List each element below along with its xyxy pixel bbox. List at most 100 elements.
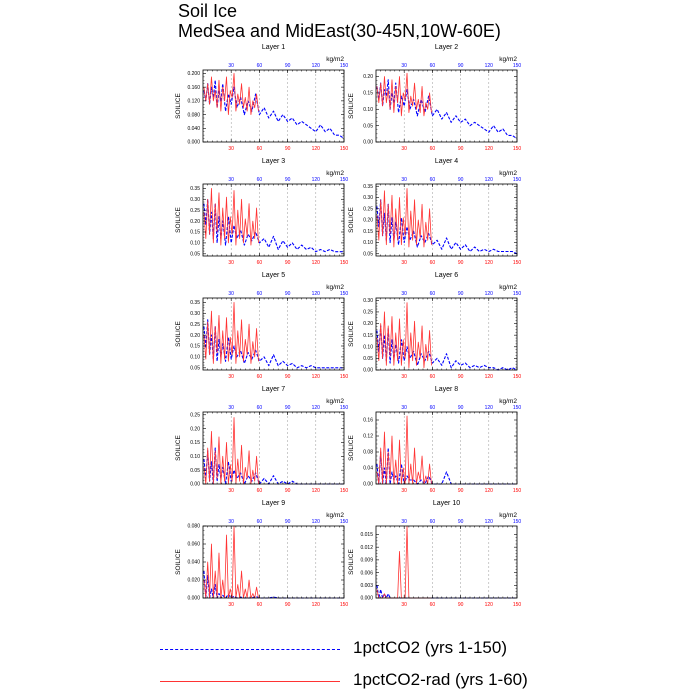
series-line-1pctco2 [376,79,518,140]
y-tick-label: 0.08 [363,450,373,456]
units-label: kg/m2 [499,512,517,519]
x-tick-label-bottom: 60 [430,602,436,608]
y-tick-label: 0.040 [187,560,200,566]
x-tick-label-bottom: 30 [228,374,234,380]
x-tick-label-bottom: 60 [257,602,263,608]
x-tick-label-top: 90 [458,291,464,297]
x-tick-label-top: 30 [228,63,234,69]
y-tick-label: 0.20 [363,218,373,224]
x-tick-label-bottom: 60 [257,146,263,152]
x-tick-label-bottom: 120 [485,488,494,494]
x-tick-label-top: 150 [340,291,349,297]
y-tick-label: 0.10 [363,240,373,246]
y-tick-label: 0.05 [190,366,200,372]
series-line-1pctco2-rad [203,301,259,364]
y-axis-label: SOILICE [348,435,355,461]
x-tick-label-bottom: 120 [312,602,321,608]
series-line-1pctco2 [203,319,344,369]
x-tick-label-bottom: 90 [285,374,291,380]
x-tick-label-top: 60 [257,63,263,69]
y-tick-label: 0.30 [363,195,373,201]
y-tick-label: 0.160 [187,85,200,91]
y-tick-label: 0.080 [187,524,200,530]
y-tick-label: 0.000 [360,596,373,602]
plot-frame [202,69,345,143]
y-tick-label: 0.25 [363,310,373,316]
x-tick-label-top: 90 [285,519,291,525]
panel-layer-10: Layer 10 kg/m2 SOILICE 30 30 60 60 90 90 120 120 15… [348,500,521,608]
x-tick-label-top: 60 [257,405,263,411]
x-tick-label-bottom: 30 [228,488,234,494]
x-tick-label-bottom: 150 [513,602,522,608]
x-tick-label-top: 120 [312,177,321,183]
x-tick-label-bottom: 120 [312,488,321,494]
y-tick-label: 0.006 [360,570,373,576]
x-tick-label-top: 90 [458,405,464,411]
x-tick-label-top: 30 [401,63,407,69]
x-tick-label-top: 150 [340,519,349,525]
y-tick-label: 0.015 [360,532,373,538]
panel-title: Layer 9 [262,500,285,507]
x-tick-label-top: 120 [312,519,321,525]
y-tick-label: 0.020 [187,578,200,584]
x-tick-label-top: 60 [257,177,263,183]
units-label: kg/m2 [326,170,344,177]
y-tick-label: 0.35 [190,300,200,306]
x-tick-label-top: 90 [285,405,291,411]
series-line-1pctco2-rad [376,415,432,485]
series-line-1pctco2-rad [203,525,259,599]
x-tick-label-top: 30 [228,177,234,183]
y-tick-label: 0.20 [363,321,373,327]
series-line-1pctco2-rad [376,302,432,369]
x-tick-label-bottom: 30 [401,488,407,494]
y-tick-label: 0.04 [363,466,373,472]
plot-frame [375,183,518,257]
x-tick-label-bottom: 90 [285,602,291,608]
y-tick-label: 0.05 [363,123,373,129]
legend-line-1pctco2-rad [160,681,340,682]
y-tick-label: 0.10 [190,241,200,247]
legend-line-1pctco2 [160,649,340,650]
x-tick-label-bottom: 90 [458,488,464,494]
series-line-1pctco2 [376,199,518,255]
panel-title: Layer 7 [262,386,285,393]
panel-title: Layer 3 [262,158,285,165]
page-subtitle: MedSea and MidEast(30-45N,10W-60E) [178,21,501,41]
x-tick-label-top: 60 [430,63,436,69]
x-tick-label-bottom: 30 [401,260,407,266]
x-tick-label-bottom: 90 [458,602,464,608]
x-tick-label-bottom: 120 [312,374,321,380]
y-tick-label: 0.120 [187,99,200,105]
y-tick-label: 0.000 [187,140,200,146]
y-tick-label: 0.20 [190,426,200,432]
x-tick-label-bottom: 60 [430,488,436,494]
x-tick-label-bottom: 60 [430,260,436,266]
panel-layer-4: Layer 4 kg/m2 SOILICE 30 30 60 60 90 90 120 120 150… [348,158,521,266]
x-tick-label-bottom: 150 [513,146,522,152]
y-tick-label: 0.15 [363,229,373,235]
y-tick-label: 0.25 [190,412,200,418]
panel-layer-7: Layer 7 kg/m2 SOILICE 30 30 60 60 90 90 120 120 150… [175,386,348,494]
units-label: kg/m2 [326,284,344,291]
y-axis-label: SOILICE [348,93,355,119]
x-tick-label-bottom: 60 [257,260,263,266]
y-axis-label: SOILICE [175,321,182,347]
panel-title: Layer 10 [433,500,460,507]
y-tick-label: 0.15 [190,230,200,236]
y-axis-label: SOILICE [175,549,182,575]
units-label: kg/m2 [326,56,344,63]
units-label: kg/m2 [326,512,344,519]
units-label: kg/m2 [499,170,517,177]
y-tick-label: 0.00 [363,140,373,146]
series-line-1pctco2 [203,570,344,599]
x-tick-label-top: 120 [485,405,494,411]
page-title: Soil Ice [178,1,238,21]
y-tick-label: 0.00 [363,482,373,488]
x-tick-label-bottom: 120 [485,374,494,380]
y-tick-label: 0.20 [190,219,200,225]
y-tick-label: 0.30 [190,311,200,317]
panel-layer-6: Layer 6 kg/m2 SOILICE 30 30 60 60 90 90 120 120 150… [348,272,521,380]
y-axis-label: SOILICE [175,93,182,119]
x-tick-label-top: 150 [513,177,522,183]
x-tick-label-top: 30 [228,291,234,297]
